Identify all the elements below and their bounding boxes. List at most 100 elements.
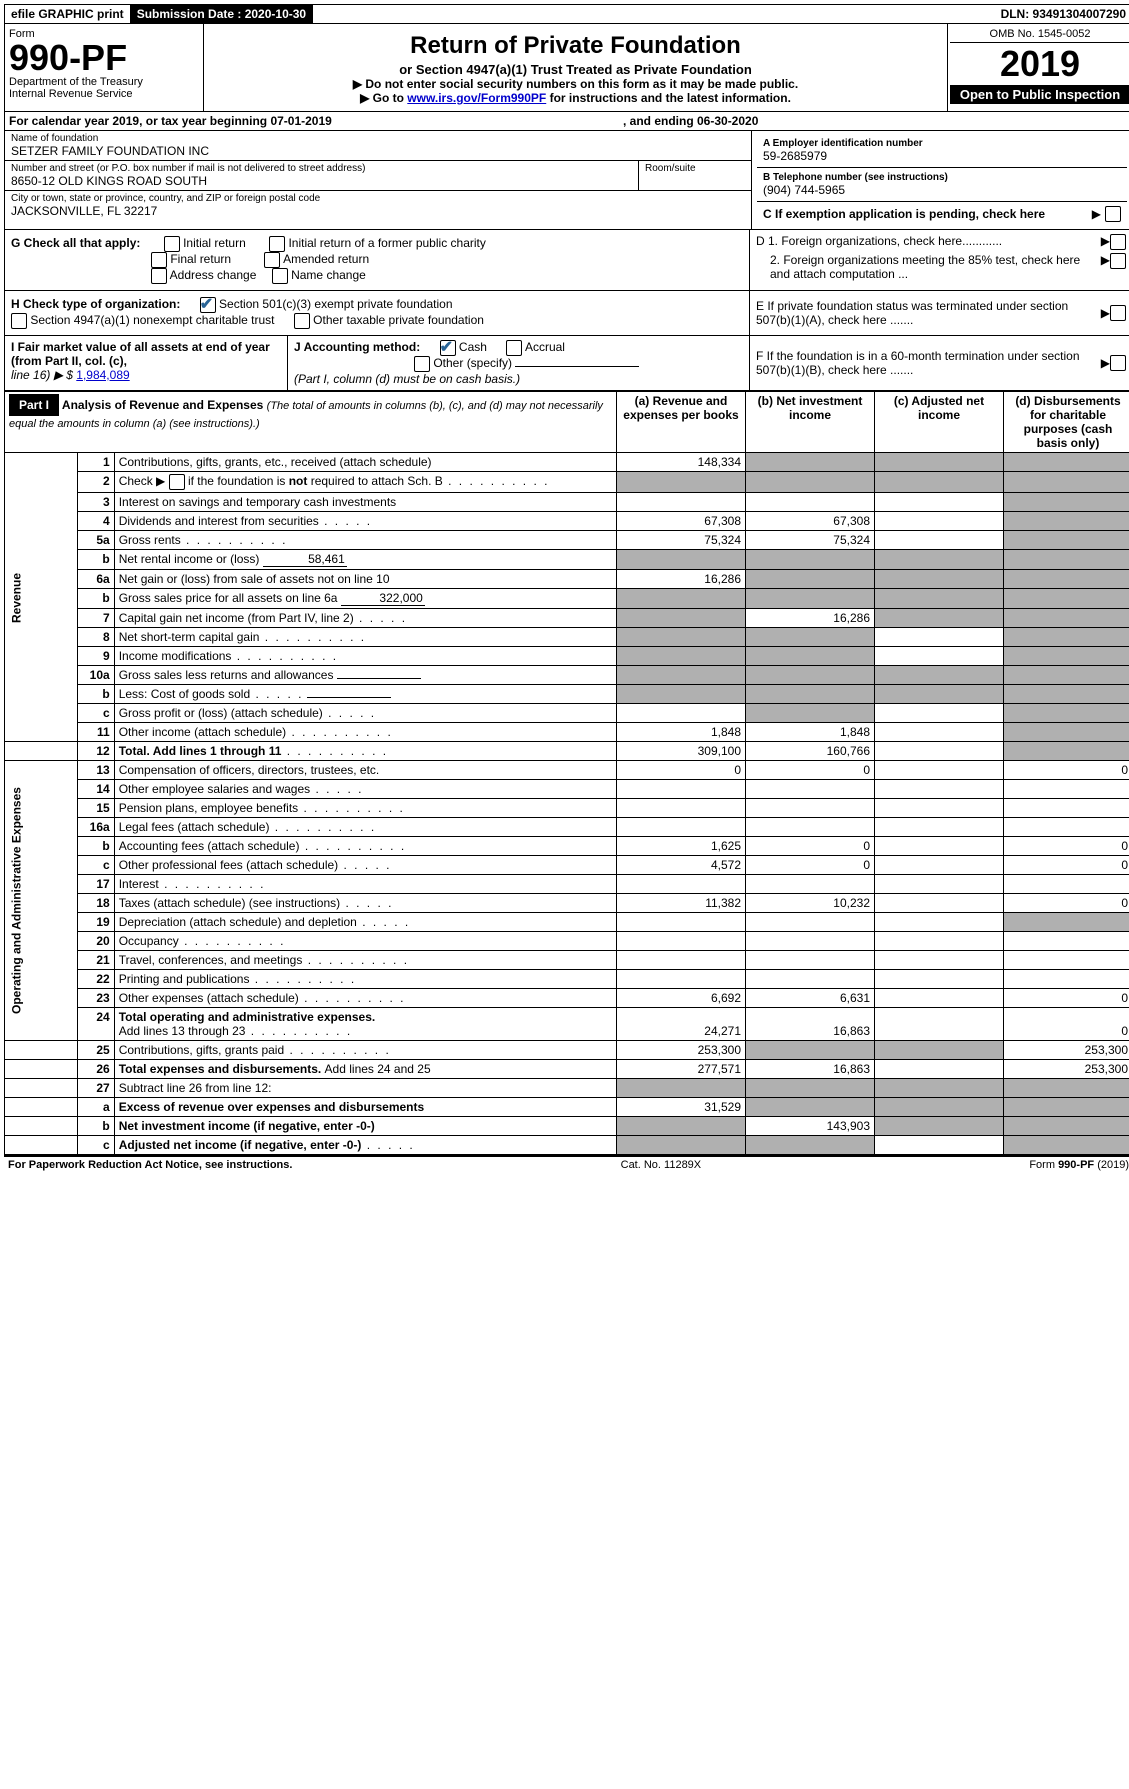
- ln-13: 13: [77, 761, 114, 780]
- pending-checkbox[interactable]: [1105, 206, 1121, 222]
- desc-27a: Excess of revenue over expenses and disb…: [114, 1098, 616, 1117]
- header-mid: Return of Private Foundation or Section …: [204, 24, 948, 111]
- row-10a: 10a Gross sales less returns and allowan…: [5, 666, 1129, 685]
- ln-27: 27: [77, 1079, 114, 1098]
- desc-22: Printing and publications: [114, 970, 616, 989]
- i-j-f-section: I Fair market value of all assets at end…: [4, 336, 1129, 391]
- ln-26: 26: [77, 1060, 114, 1079]
- ln-18: 18: [77, 894, 114, 913]
- calendar-begin: For calendar year 2019, or tax year begi…: [5, 112, 619, 130]
- ln-12: 12: [77, 742, 114, 761]
- i-label: I Fair market value of all assets at end…: [11, 340, 270, 368]
- initial-return-checkbox[interactable]: [164, 236, 180, 252]
- row-18: 18 Taxes (attach schedule) (see instruct…: [5, 894, 1129, 913]
- fmv-link[interactable]: 1,984,089: [76, 368, 129, 382]
- row-16a: 16a Legal fees (attach schedule): [5, 818, 1129, 837]
- row-17: 17 Interest: [5, 875, 1129, 894]
- ln-20: 20: [77, 932, 114, 951]
- cash-checkbox[interactable]: [440, 340, 456, 356]
- tax-year: 2019: [950, 43, 1129, 85]
- desc-12: Total. Add lines 1 through 11: [114, 742, 616, 761]
- val-12a: 309,100: [617, 742, 746, 761]
- d2-checkbox[interactable]: [1110, 253, 1126, 269]
- dept-label: Department of the Treasury: [9, 76, 199, 88]
- val-26a: 277,571: [617, 1060, 746, 1079]
- address-change-checkbox[interactable]: [151, 268, 167, 284]
- form-ref: Form 990-PF (2019): [1029, 1159, 1129, 1171]
- val-6b-inline: 322,000: [341, 591, 425, 606]
- val-4b: 67,308: [746, 512, 875, 531]
- top-bar: efile GRAPHIC print Submission Date : 20…: [4, 4, 1129, 24]
- row-11: 11 Other income (attach schedule) 1,848 …: [5, 723, 1129, 742]
- ln-7: 7: [77, 609, 114, 628]
- j-accrual: Accrual: [525, 340, 565, 354]
- ln-14: 14: [77, 780, 114, 799]
- accrual-checkbox[interactable]: [506, 340, 522, 356]
- initial-former-checkbox[interactable]: [269, 236, 285, 252]
- j-label: J Accounting method:: [294, 340, 420, 354]
- header-right: OMB No. 1545-0052 2019 Open to Public In…: [948, 24, 1129, 111]
- row-13: Operating and Administrative Expenses 13…: [5, 761, 1129, 780]
- val-23b: 6,631: [746, 989, 875, 1008]
- note-goto: ▶ Go to www.irs.gov/Form990PF for instru…: [210, 91, 941, 105]
- submission-date: Submission Date : 2020-10-30: [131, 5, 313, 23]
- val-18a: 11,382: [617, 894, 746, 913]
- g-label: G Check all that apply:: [11, 236, 140, 250]
- val-4a: 67,308: [617, 512, 746, 531]
- ln-8: 8: [77, 628, 114, 647]
- val-6aa: 16,286: [617, 570, 746, 589]
- ln-5b: b: [77, 550, 114, 570]
- ln-4: 4: [77, 512, 114, 531]
- val-5b-inline: 58,461: [263, 552, 347, 567]
- ln-27c: c: [77, 1136, 114, 1155]
- e-label: E If private foundation status was termi…: [756, 299, 1101, 327]
- val-16ba: 1,625: [617, 837, 746, 856]
- omb-number: OMB No. 1545-0052: [950, 26, 1129, 43]
- row-9: 9 Income modifications: [5, 647, 1129, 666]
- val-23d: 0: [1004, 989, 1129, 1008]
- val-1a: 148,334: [617, 453, 746, 472]
- row-27c: c Adjusted net income (if negative, ente…: [5, 1136, 1129, 1155]
- note-ssn: ▶ Do not enter social security numbers o…: [210, 77, 941, 91]
- schb-checkbox[interactable]: [169, 474, 185, 490]
- name-change-checkbox[interactable]: [272, 268, 288, 284]
- f-checkbox[interactable]: [1110, 355, 1126, 371]
- 4947-checkbox[interactable]: [11, 313, 27, 329]
- row-8: 8 Net short-term capital gain: [5, 628, 1129, 647]
- final-return-checkbox[interactable]: [151, 252, 167, 268]
- ein-value: 59-2685979: [763, 149, 1121, 163]
- efile-label: efile GRAPHIC print: [5, 5, 131, 23]
- row-16b: b Accounting fees (attach schedule) 1,62…: [5, 837, 1129, 856]
- street-address: 8650-12 OLD KINGS ROAD SOUTH: [11, 174, 632, 188]
- d1-checkbox[interactable]: [1110, 234, 1126, 250]
- desc-9: Income modifications: [114, 647, 616, 666]
- row-19: 19 Depreciation (attach schedule) and de…: [5, 913, 1129, 932]
- part1-label: Part I: [9, 394, 59, 416]
- part1-table: Part I Analysis of Revenue and Expenses …: [4, 391, 1129, 1155]
- 501c3-checkbox[interactable]: [200, 297, 216, 313]
- row-14: 14 Other employee salaries and wages: [5, 780, 1129, 799]
- paperwork-notice: For Paperwork Reduction Act Notice, see …: [8, 1159, 292, 1171]
- val-12b: 160,766: [746, 742, 875, 761]
- desc-5b: Net rental income or (loss) 58,461: [114, 550, 616, 570]
- row-25: 25 Contributions, gifts, grants paid 253…: [5, 1041, 1129, 1060]
- val-16cd: 0: [1004, 856, 1129, 875]
- ln-22: 22: [77, 970, 114, 989]
- ln-2: 2: [77, 472, 114, 493]
- val-18d: 0: [1004, 894, 1129, 913]
- other-method-checkbox[interactable]: [414, 356, 430, 372]
- desc-5a: Gross rents: [114, 531, 616, 550]
- amended-return-checkbox[interactable]: [264, 252, 280, 268]
- calendar-end: , and ending 06-30-2020: [619, 112, 1129, 130]
- h-label: H Check type of organization:: [11, 297, 180, 311]
- open-public-label: Open to Public Inspection: [950, 85, 1129, 104]
- ein-label: A Employer identification number: [763, 138, 1121, 149]
- instructions-link[interactable]: www.irs.gov/Form990PF: [407, 91, 546, 105]
- row-6a: 6a Net gain or (loss) from sale of asset…: [5, 570, 1129, 589]
- val-7b: 16,286: [746, 609, 875, 628]
- e-checkbox[interactable]: [1110, 305, 1126, 321]
- other-taxable-checkbox[interactable]: [294, 313, 310, 329]
- irs-label: Internal Revenue Service: [9, 88, 199, 100]
- room-label: Room/suite: [645, 163, 745, 174]
- g-former: Initial return of a former public charit…: [288, 236, 485, 250]
